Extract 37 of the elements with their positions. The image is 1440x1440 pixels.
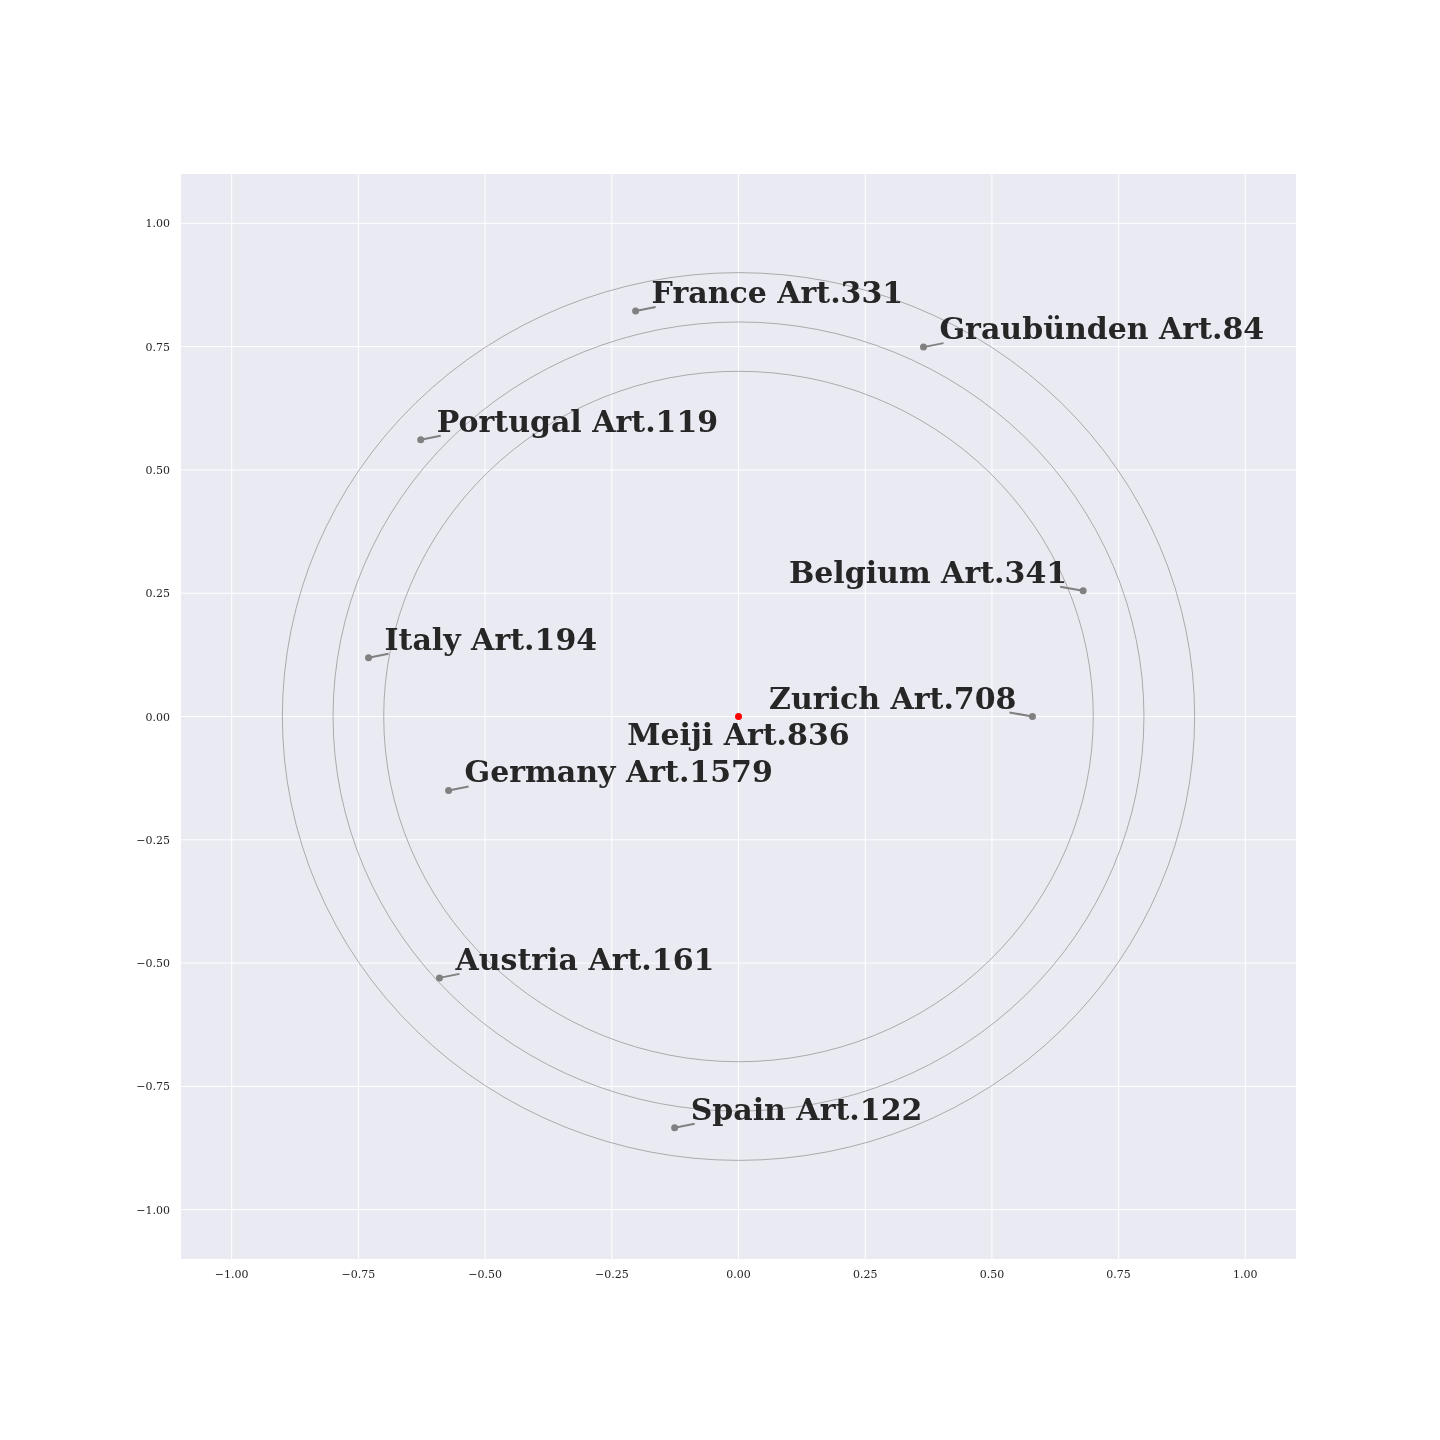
- x-tick-label: 0.25: [852, 1268, 878, 1281]
- point: [919, 343, 927, 351]
- data-label: Germany Art.1579: [464, 754, 773, 790]
- x-tick-label: 0.00: [726, 1268, 751, 1281]
- y-tick-label: −1.00: [136, 1203, 170, 1217]
- point: [671, 1124, 679, 1132]
- y-tick-label: 1.00: [145, 217, 170, 231]
- point: [435, 974, 443, 982]
- y-tick-label: 0.50: [145, 463, 170, 477]
- point: [1028, 713, 1036, 720]
- x-tick-label: −1.00: [214, 1268, 249, 1281]
- y-tick-label: −0.75: [136, 1080, 170, 1094]
- x-tick-label: −0.75: [341, 1268, 376, 1281]
- data-label: Meiji Art.836: [627, 716, 850, 752]
- point: [445, 786, 453, 794]
- data-label: Belgium Art.341: [788, 554, 1068, 590]
- data-label: Italy Art.194: [384, 621, 598, 657]
- data-label: Portugal Art.119: [436, 403, 719, 439]
- data-label: Graubünden Art.84: [939, 311, 1265, 347]
- data-label: Zurich Art.708: [769, 680, 1017, 716]
- y-tick-label: 0.25: [145, 587, 170, 601]
- point: [365, 654, 373, 662]
- point: [1079, 587, 1087, 595]
- data-label: France Art.331: [651, 275, 904, 311]
- y-tick-label: 0.00: [145, 710, 170, 724]
- y-tick-label: −0.25: [136, 833, 170, 847]
- data-label: Spain Art.122: [690, 1091, 923, 1127]
- point: [632, 307, 640, 315]
- x-tick-label: 0.50: [979, 1268, 1005, 1281]
- data-label: Austria Art.161: [454, 941, 715, 977]
- y-tick-label: 0.75: [145, 340, 170, 354]
- x-tick-label: 1.00: [1233, 1268, 1258, 1281]
- x-tick-label: 0.75: [1106, 1268, 1131, 1281]
- x-tick-label: −0.50: [468, 1268, 502, 1281]
- point: [417, 436, 425, 444]
- y-tick-label: −0.50: [136, 957, 170, 971]
- x-tick-label: −0.25: [594, 1268, 629, 1281]
